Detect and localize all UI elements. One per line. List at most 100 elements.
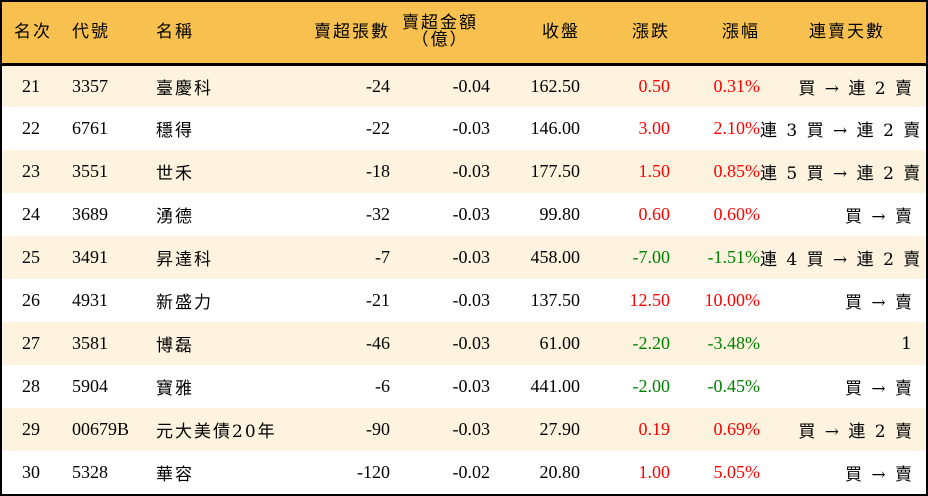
cell-code: 00679B [72,419,130,439]
cell-streak: 買 → 賣 [844,207,914,227]
header-rank: 名次 [14,21,52,42]
cell-net-sell-volume: -120 [357,462,390,482]
cell-close: 137.50 [530,290,581,310]
cell-change-pct: -3.48% [707,333,761,353]
cell-rank: 29 [22,419,40,439]
cell-name: 元大美債20年 [156,422,277,442]
cell-net-sell-volume: -90 [366,419,390,439]
cell-net-sell-amount: -0.03 [452,290,491,310]
table-row[interactable]: 27 3581 博磊 -46 -0.03 61.00 -2.20 -3.48% 1 [2,322,926,365]
cell-rank: 25 [22,247,40,267]
cell-streak: 1 [901,333,914,354]
cell-code: 3689 [72,204,108,224]
cell-close: 27.90 [539,419,581,439]
cell-rank: 21 [22,75,40,96]
cell-name: 寶雅 [156,379,194,399]
cell-net-sell-volume: -7 [375,247,390,267]
cell-close: 162.50 [530,75,581,96]
cell-change: 0.50 [638,75,671,96]
cell-change-pct: -1.51% [707,247,761,267]
cell-change: -2.20 [632,333,671,353]
cell-change: 1.50 [638,161,671,181]
header-row: 名次 代號 名稱 賣超張數 賣超金額 （億） 收盤 漲跌 漲幅 連賣天數 [2,2,926,64]
header-change-pct: 漲幅 [722,21,760,42]
cell-name: 新盛力 [156,293,213,313]
cell-net-sell-amount: -0.03 [452,376,491,396]
cell-name: 湧德 [156,207,194,227]
cell-change-pct: 0.69% [713,419,761,439]
cell-code: 3357 [72,75,108,96]
header-change: 漲跌 [632,21,670,42]
header-net-sell-amount-label: 賣超金額 [402,13,478,34]
cell-streak: 買 → 連 2 賣 [798,422,914,442]
cell-code: 5904 [72,376,108,396]
cell-rank: 27 [22,333,40,353]
header-name: 名稱 [156,21,194,42]
cell-rank: 23 [22,161,40,181]
cell-rank: 26 [22,290,40,310]
table-row[interactable]: 25 3491 昇達科 -7 -0.03 458.00 -7.00 -1.51% 連 4 買 →… [2,236,926,279]
table-row[interactable]: 24 3689 湧德 -32 -0.03 99.80 0.60 0.60% 買 → 賣 [2,193,926,236]
cell-change-pct: 5.05% [713,462,761,482]
cell-net-sell-volume: -32 [366,204,390,224]
cell-change-pct: 10.00% [704,290,761,310]
cell-change: 3.00 [638,118,671,138]
header-net-sell-volume: 賣超張數 [314,21,390,42]
header-code: 代號 [72,21,110,42]
header-close: 收盤 [542,21,580,42]
cell-code: 5328 [72,462,108,482]
cell-close: 20.80 [539,462,581,482]
cell-rank: 30 [22,462,40,482]
cell-change: 0.19 [638,419,671,439]
cell-code: 4931 [72,290,108,310]
cell-net-sell-amount: -0.03 [452,333,491,353]
cell-rank: 24 [22,204,40,224]
cell-net-sell-amount: -0.03 [452,118,491,138]
cell-name: 臺慶科 [156,78,213,99]
cell-change: 0.60 [638,204,671,224]
cell-code: 3491 [72,247,108,267]
cell-net-sell-amount: -0.03 [452,419,491,439]
cell-streak: 買 → 賣 [844,465,914,485]
cell-name: 昇達科 [156,250,213,270]
cell-close: 177.50 [530,161,581,181]
cell-code: 6761 [72,118,108,138]
cell-change-pct: 0.60% [713,204,761,224]
table-header: 名次 代號 名稱 賣超張數 賣超金額 （億） 收盤 漲跌 漲幅 連賣天數 [2,2,926,64]
cell-change-pct: -0.45% [707,376,761,396]
cell-net-sell-volume: -24 [366,75,390,96]
header-streak: 連賣天數 [809,21,885,42]
cell-net-sell-volume: -6 [375,376,390,396]
cell-net-sell-amount: -0.03 [452,161,491,181]
cell-close: 61.00 [539,333,581,353]
cell-net-sell-volume: -46 [366,333,390,353]
cell-streak: 買 → 連 2 賣 [798,78,914,99]
cell-change-pct: 0.31% [713,75,761,96]
cell-net-sell-amount: -0.03 [452,204,491,224]
cell-rank: 22 [22,118,40,138]
table-row[interactable]: 22 6761 穩得 -22 -0.03 146.00 3.00 2.10% 連 3 買 → 連… [2,107,926,150]
table-row[interactable]: 23 3551 世禾 -18 -0.03 177.50 1.50 0.85% 連 5 買 → 連… [2,150,926,193]
cell-streak: 連 5 買 → 連 2 賣 [760,164,923,184]
table-row[interactable]: 29 00679B 元大美債20年 -90 -0.03 27.90 0.19 0.69% 買 →… [2,408,926,451]
cell-name: 世禾 [156,164,194,184]
table-row[interactable]: 26 4931 新盛力 -21 -0.03 137.50 12.50 10.00% 買 → 賣 [2,279,926,322]
cell-streak: 買 → 賣 [844,379,914,399]
header-net-sell-amount-unit: （億） [411,30,469,51]
cell-change: 1.00 [638,462,671,482]
cell-change: 12.50 [629,290,671,310]
cell-name: 穩得 [156,121,194,141]
cell-net-sell-amount: -0.02 [452,462,491,482]
table-body: 21 3357 臺慶科 -24 -0.04 162.50 0.50 0.31% 買 → 連 2 … [2,64,926,494]
cell-change: -7.00 [632,247,671,267]
table-row[interactable]: 30 5328 華容 -120 -0.02 20.80 1.00 5.05% 買 → 賣 [2,451,926,494]
cell-change-pct: 0.85% [713,161,761,181]
cell-change: -2.00 [632,376,671,396]
table-row[interactable]: 28 5904 寶雅 -6 -0.03 441.00 -2.00 -0.45% 買 → 賣 [2,365,926,408]
table-row[interactable]: 21 3357 臺慶科 -24 -0.04 162.50 0.50 0.31% 買 → 連 2 … [2,64,926,107]
cell-code: 3551 [72,161,108,181]
cell-code: 3581 [72,333,108,353]
cell-close: 99.80 [539,204,581,224]
cell-streak: 買 → 賣 [844,293,914,313]
